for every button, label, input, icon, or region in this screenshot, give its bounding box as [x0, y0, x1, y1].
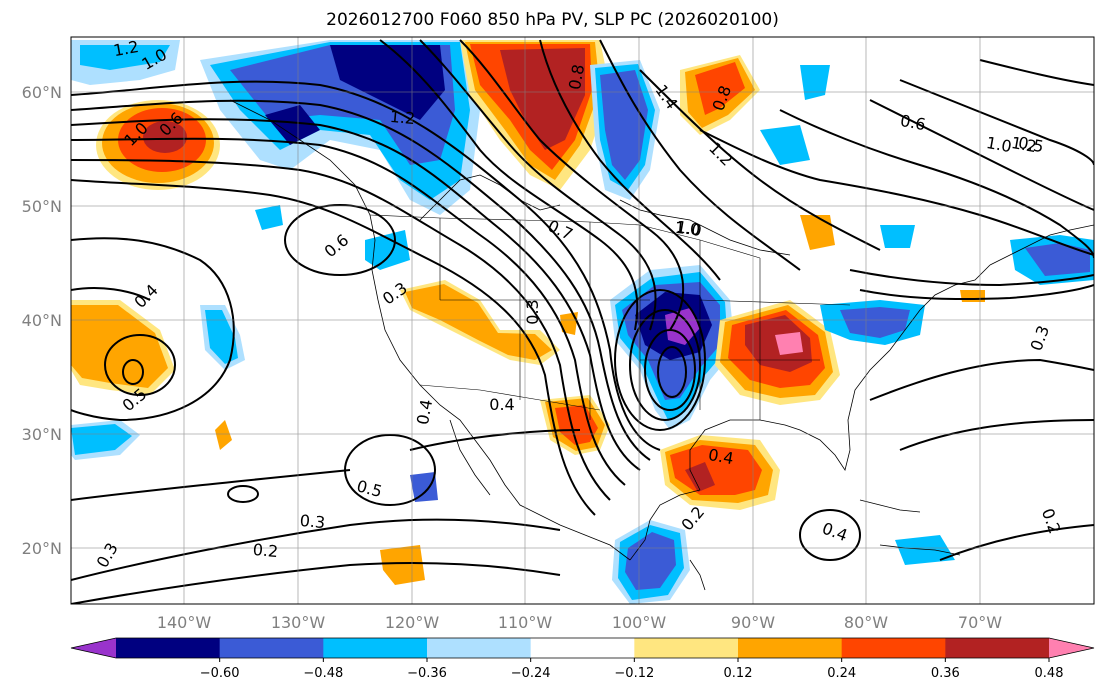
colorbar-label: −0.24: [511, 666, 551, 681]
colorbar-label: 0.12: [724, 666, 753, 681]
lat-label: 40°N: [22, 311, 62, 330]
contour-label: 0.4: [489, 395, 514, 414]
colorbar-label: 0.24: [827, 666, 856, 681]
lon-label: 70°W: [958, 613, 1002, 632]
slp-contours: [71, 39, 1094, 604]
colorbar-label: −0.60: [200, 666, 240, 681]
colorbar: −0.60 −0.48 −0.36 −0.24 −0.12 0.12 0.24 0.36 0.4…: [70, 637, 1095, 681]
lat-label: 50°N: [22, 197, 62, 216]
colorbar-segment: [841, 638, 946, 658]
contour-label: 1.2: [112, 37, 140, 60]
map-title: 2026012700 F060 850 hPa PV, SLP PC (2026…: [326, 10, 779, 30]
latitude-labels: 60°N 50°N 40°N 30°N 20°N: [22, 83, 62, 558]
lon-label: 110°W: [498, 613, 553, 632]
graticule: [71, 37, 1094, 604]
colorbar-label: 0.36: [931, 666, 960, 681]
colorbar-label: −0.36: [407, 666, 447, 681]
lon-label: 90°W: [731, 613, 775, 632]
map-frame: [70, 36, 1095, 605]
colorbar-segment: [323, 638, 428, 658]
colorbar-label: −0.48: [303, 666, 343, 681]
lon-label: 140°W: [157, 613, 212, 632]
colorbar-segment: [116, 638, 221, 658]
colorbar-segment: [738, 638, 843, 658]
colorbar-extend-min: [71, 638, 116, 658]
lon-label: 130°W: [271, 613, 326, 632]
contour-label: 0.8: [565, 63, 588, 91]
contour-label: 1.2: [1010, 133, 1038, 156]
colorbar-label: 0.48: [1035, 666, 1064, 681]
colorbar-label: −0.12: [614, 666, 654, 681]
contour-label: 0.3: [299, 511, 326, 532]
contour-label: 0.6: [899, 111, 927, 134]
colorbar-extend-max: [1049, 638, 1094, 658]
contour-label: 1.2: [389, 107, 416, 128]
contour-label: 0.2: [252, 540, 279, 561]
contour-label: 0.4: [413, 398, 436, 426]
lon-label: 80°W: [844, 613, 888, 632]
lat-label: 60°N: [22, 83, 62, 102]
contour-label: 0.4: [707, 445, 735, 468]
contour-label: 0.3: [523, 299, 542, 324]
map-plot-area: 1.21.01.20.61.00.60.40.81.41.20.80.61.01…: [71, 37, 1094, 604]
coastlines: [229, 99, 1094, 591]
longitude-labels: 140°W 130°W 120°W 110°W 100°W 90°W 80°W …: [157, 613, 1002, 632]
contour-label: 1.0: [675, 217, 703, 240]
lon-label: 120°W: [385, 613, 440, 632]
lat-label: 20°N: [22, 539, 62, 558]
colorbar-outline: [70, 637, 1095, 659]
contour-label: 1.0: [674, 218, 701, 239]
colorbar-segment: [427, 638, 532, 658]
lon-label: 100°W: [612, 613, 667, 632]
colorbar-segment: [219, 638, 324, 658]
lat-label: 30°N: [22, 425, 62, 444]
contour-label: 1.0: [985, 133, 1013, 156]
contour-label: 0.5: [1017, 133, 1045, 156]
colorbar-segment: [945, 638, 1050, 658]
colorbar-segment: [634, 638, 739, 658]
colorbar-segment: [530, 638, 635, 658]
